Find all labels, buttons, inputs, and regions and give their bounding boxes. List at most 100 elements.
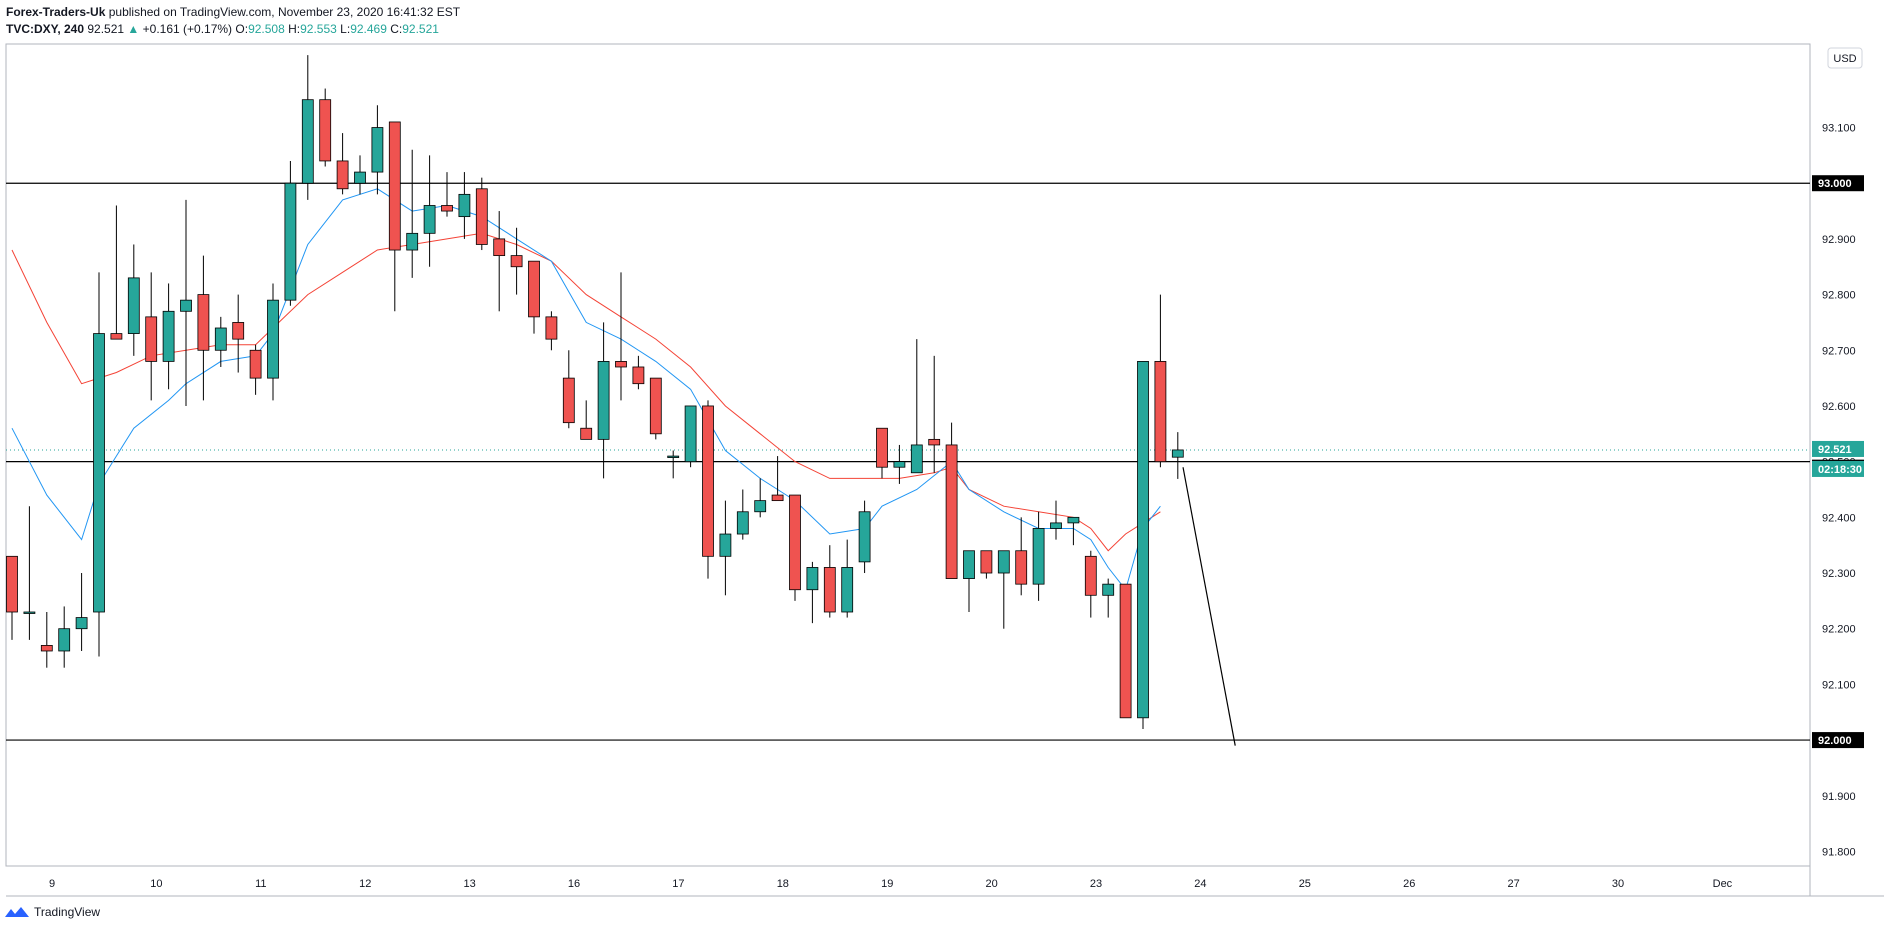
candle[interactable] (214, 316, 227, 367)
candle[interactable] (388, 121, 401, 312)
candle[interactable] (232, 294, 245, 373)
candle[interactable] (162, 283, 175, 390)
candle[interactable] (545, 311, 558, 351)
candle-body-down (336, 160, 349, 190)
price-axis-tick-label: 92.900 (1822, 234, 1856, 246)
candle[interactable] (475, 177, 488, 251)
candle[interactable] (893, 444, 906, 484)
candle[interactable] (127, 244, 140, 356)
candle[interactable] (789, 494, 801, 601)
candle[interactable] (876, 427, 888, 479)
candle[interactable] (1067, 516, 1080, 546)
candle[interactable] (771, 456, 784, 502)
candle[interactable] (858, 500, 871, 574)
candle[interactable] (702, 400, 714, 579)
price-axis-tick-label: 91.800 (1822, 846, 1856, 858)
candle[interactable] (75, 573, 88, 651)
candle-body-down (40, 645, 53, 652)
candle[interactable] (510, 227, 523, 295)
candle[interactable] (997, 550, 1010, 629)
candle[interactable] (441, 172, 453, 217)
trend-line[interactable] (1182, 467, 1236, 746)
candle[interactable] (980, 550, 993, 579)
candle-body-down (545, 316, 558, 340)
candle[interactable] (58, 606, 71, 668)
candle[interactable] (267, 283, 279, 401)
candle-body-down (876, 427, 888, 468)
candle[interactable] (1137, 361, 1149, 729)
level-price-tag-label: 93.000 (1818, 178, 1852, 190)
high-value: 92.553 (300, 22, 337, 36)
candle[interactable] (180, 199, 192, 406)
candle[interactable] (6, 555, 18, 640)
plot-frame (5, 43, 1811, 867)
candle[interactable] (806, 561, 819, 624)
candle[interactable] (719, 500, 732, 596)
candle[interactable] (249, 344, 262, 395)
candle[interactable] (93, 272, 105, 657)
ema-fast-line (11, 188, 1161, 591)
candle[interactable] (945, 422, 958, 579)
bar-countdown-tag-bg (1812, 460, 1864, 477)
candle[interactable] (1032, 511, 1045, 601)
candle[interactable] (493, 211, 506, 312)
candle[interactable] (823, 545, 836, 618)
candle[interactable] (1102, 578, 1115, 618)
candle[interactable] (1084, 550, 1097, 618)
candle[interactable] (841, 539, 854, 618)
candle[interactable] (1119, 583, 1132, 719)
candle[interactable] (615, 272, 627, 401)
candle[interactable] (336, 133, 349, 195)
candle[interactable] (684, 405, 697, 468)
candle-body-up (162, 310, 175, 362)
candle-body-down (928, 438, 941, 446)
currency-badge[interactable] (1827, 47, 1863, 69)
candle[interactable] (197, 255, 210, 401)
candle[interactable] (632, 355, 645, 390)
candle[interactable] (406, 149, 419, 278)
author-name[interactable]: Forex-Traders-Uk (6, 5, 106, 19)
candle-body-up (354, 171, 366, 184)
candle[interactable] (649, 377, 662, 440)
candle-body-down (197, 294, 210, 351)
candle[interactable] (40, 612, 53, 668)
candle[interactable] (371, 105, 384, 195)
time-axis-tick-label: 26 (1403, 878, 1415, 890)
candle[interactable] (597, 322, 610, 479)
tradingview-logo-icon (5, 907, 29, 917)
candle[interactable] (963, 550, 975, 612)
candle[interactable] (284, 160, 297, 306)
currency-badge-label: USD (1833, 53, 1856, 65)
candle[interactable] (1154, 294, 1167, 468)
candle-body-up (1102, 583, 1115, 596)
candle[interactable] (667, 450, 680, 479)
candle[interactable] (910, 339, 923, 474)
candle[interactable] (23, 506, 36, 640)
candle[interactable] (423, 155, 436, 267)
candle[interactable] (1171, 432, 1184, 479)
candle[interactable] (562, 350, 575, 429)
candle-body-up (93, 333, 105, 613)
candle[interactable] (928, 355, 941, 473)
candle[interactable] (1015, 517, 1028, 596)
level-price-tag-bg (1812, 732, 1864, 749)
footer-brand: TradingView (34, 905, 101, 919)
candle[interactable] (301, 55, 314, 200)
candle[interactable] (1050, 500, 1062, 540)
candle[interactable] (754, 478, 767, 518)
candle-body-down (110, 333, 123, 340)
time-axis-tick-label: 23 (1090, 878, 1102, 890)
tradingview-logo[interactable]: TradingView (4, 905, 100, 919)
candle-body-up (75, 617, 88, 630)
candle[interactable] (528, 260, 540, 334)
candle[interactable] (110, 205, 123, 340)
candle[interactable] (458, 172, 471, 239)
candle[interactable] (580, 400, 593, 440)
candle[interactable] (319, 88, 332, 167)
candle-body-up (841, 567, 854, 613)
candle[interactable] (736, 489, 749, 540)
candle[interactable] (145, 272, 158, 401)
candle[interactable] (354, 155, 366, 195)
candle-body-up (267, 299, 279, 379)
